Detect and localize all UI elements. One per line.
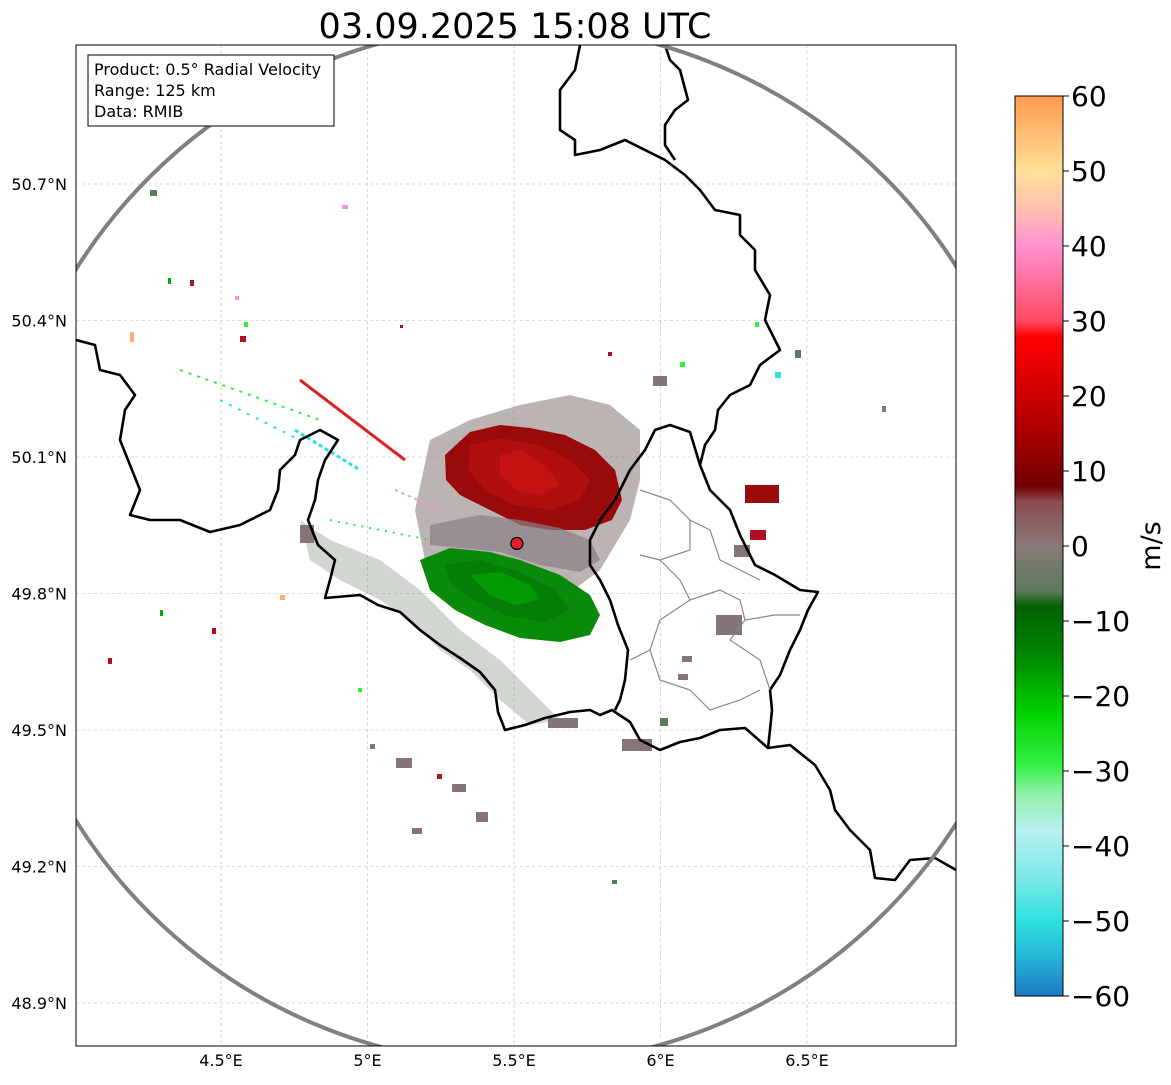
colorbar-band xyxy=(1015,606,1063,659)
colorbar-tick-label: −60 xyxy=(1071,980,1130,1013)
info-product: Product: 0.5° Radial Velocity xyxy=(94,60,321,79)
lon-tick-label: 6.5°E xyxy=(785,1051,829,1070)
border-north xyxy=(558,45,820,749)
map-panel: Product: 0.5° Radial Velocity Range: 125… xyxy=(11,44,957,1070)
colorbar-ticks: 60 50 40 30 20 10 0 −10 −20 −30 −40 −50 −60 xyxy=(1063,80,1130,1013)
colorbar-band xyxy=(1015,921,1063,959)
lat-tick-label: 49.2°N xyxy=(11,858,67,877)
lat-tick-label: 48.9°N xyxy=(11,994,67,1013)
echo-approaching-green xyxy=(420,548,600,642)
lat-tick-label: 49.8°N xyxy=(11,585,67,604)
colorbar-band xyxy=(1015,546,1063,592)
colorbar-band xyxy=(1015,171,1063,209)
lon-tick-label: 6°E xyxy=(646,1051,674,1070)
colorbar-band xyxy=(1015,876,1063,922)
lon-tick-label: 4.5°E xyxy=(199,1051,243,1070)
colorbar-tick-label: 50 xyxy=(1071,155,1107,188)
colorbar-tick-label: 60 xyxy=(1071,80,1107,113)
colorbar-tick-label: −30 xyxy=(1071,755,1130,788)
border-north-inner xyxy=(663,45,690,161)
colorbar-band xyxy=(1015,336,1063,412)
colorbar-tick-label: 30 xyxy=(1071,305,1107,338)
colorbar-band xyxy=(1015,321,1063,337)
map-frame xyxy=(75,44,957,1047)
colorbar-tick-label: 40 xyxy=(1071,230,1107,263)
lat-tick-label: 50.7°N xyxy=(11,175,67,194)
colorbar-label: m/s xyxy=(1136,521,1167,570)
colorbar-tick-label: 10 xyxy=(1071,455,1107,488)
colorbar-band xyxy=(1015,831,1063,877)
border-west xyxy=(76,338,956,882)
colorbar-band xyxy=(1015,411,1063,487)
country-borders xyxy=(76,45,956,882)
echo-scatter xyxy=(108,190,886,884)
lon-tick-label: 5°E xyxy=(353,1051,381,1070)
lat-tick-label: 50.1°N xyxy=(11,448,67,467)
radar-site-marker xyxy=(510,536,524,551)
colorbar-band xyxy=(1015,658,1063,712)
info-range: Range: 125 km xyxy=(94,81,216,100)
latitude-tick-labels: 50.7°N 50.4°N 50.1°N 49.8°N 49.5°N 49.2°N 48.9… xyxy=(11,175,67,1013)
colorbar-band xyxy=(1015,208,1063,247)
colorbar-band xyxy=(1015,96,1063,172)
regional-borders xyxy=(629,489,800,711)
colorbar-tick-label: −50 xyxy=(1071,905,1130,938)
colorbar-band xyxy=(1015,958,1063,997)
info-box-frame xyxy=(87,54,335,127)
colorbar-tick-label: 0 xyxy=(1071,530,1089,563)
colorbar-tick-label: −20 xyxy=(1071,680,1130,713)
colorbar-band xyxy=(1015,501,1063,547)
longitude-tick-labels: 4.5°E 5°E 5.5°E 6°E 6.5°E xyxy=(199,1051,829,1070)
echo-receding-red xyxy=(445,425,622,530)
colorbar-tick-label: 20 xyxy=(1071,380,1107,413)
lat-tick-label: 49.5°N xyxy=(11,721,67,740)
colorbar-band xyxy=(1015,711,1063,764)
colorbar-tick-label: −40 xyxy=(1071,830,1130,863)
echo-layer xyxy=(108,190,886,884)
colorbar-bands xyxy=(1015,96,1063,997)
border-east-link xyxy=(613,423,702,501)
border-mid xyxy=(588,499,630,711)
lon-tick-label: 5.5°E xyxy=(492,1051,536,1070)
lat-tick-label: 50.4°N xyxy=(11,312,67,331)
colorbar-band xyxy=(1015,763,1063,794)
map-title: 03.09.2025 15:08 UTC xyxy=(319,7,712,47)
colorbar: 60 50 40 30 20 10 0 −10 −20 −30 −40 −50 −60 m/s xyxy=(1014,80,1167,1013)
info-data-source: Data: RMIB xyxy=(94,102,183,121)
info-box: Product: 0.5° Radial Velocity Range: 125… xyxy=(87,54,335,127)
colorbar-band xyxy=(1015,486,1063,502)
colorbar-band xyxy=(1015,246,1063,322)
colorbar-tick-label: −10 xyxy=(1071,605,1130,638)
colorbar-band xyxy=(1015,591,1063,607)
colorbar-band xyxy=(1015,793,1063,832)
